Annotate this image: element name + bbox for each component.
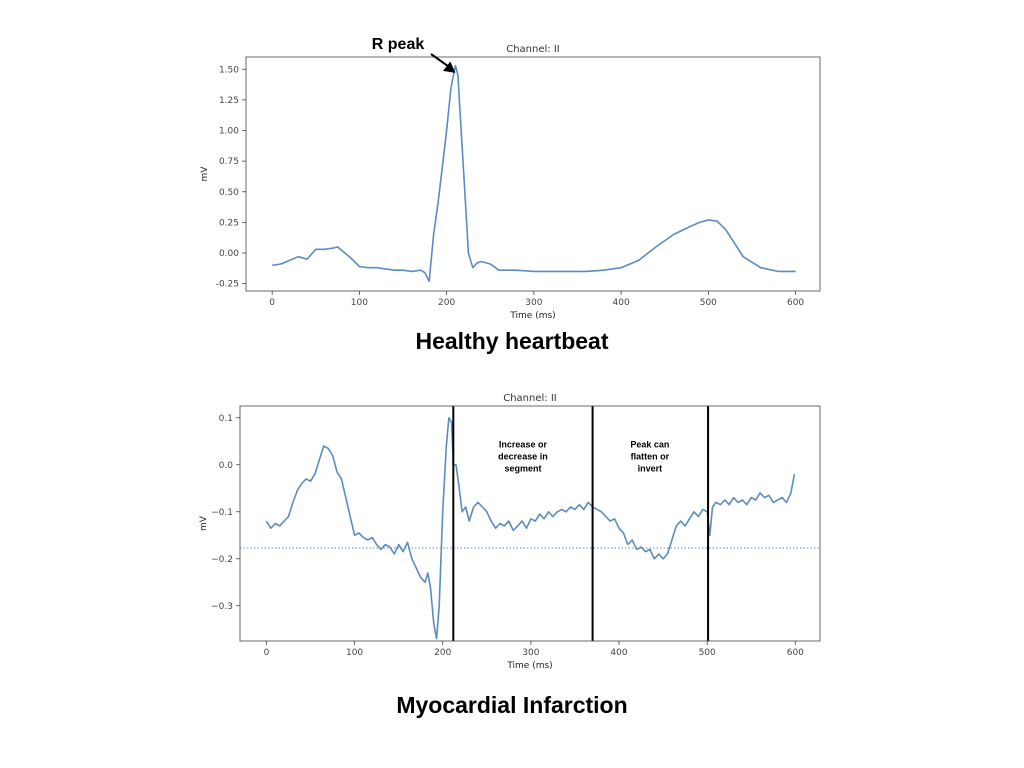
myocardial-infarction-caption: Myocardial Infarction: [396, 692, 628, 718]
x-tick-label: 0: [264, 648, 270, 658]
segment-annotation-text: Peak can: [630, 439, 669, 449]
healthy-heartbeat-chart: Channel: II 0 100 200 300 400 500 600 -0.25 0.00 0…: [200, 36, 821, 321]
ecg-series-line: [272, 64, 796, 283]
segment-annotation-text: flatten or: [631, 451, 670, 461]
chart-title: Channel: II: [506, 44, 560, 55]
x-tick-label: 200: [438, 298, 455, 308]
x-tick-label: 600: [787, 298, 804, 308]
plot-frame: [239, 405, 821, 642]
y-tick-label: −0.3: [211, 602, 233, 612]
x-tick-label: 100: [346, 648, 363, 658]
x-tick-label: 400: [613, 298, 630, 308]
segment-annotation-text: decrease in: [498, 451, 548, 461]
segment-annotation-text: segment: [504, 463, 541, 473]
y-tick-label: 0.0: [219, 461, 234, 471]
y-tick-label: 1.25: [219, 96, 239, 106]
x-tick-label: 400: [610, 648, 627, 658]
x-tick-label: 300: [525, 298, 542, 308]
y-tick-label: 0.50: [219, 188, 239, 198]
x-tick-label: 0: [269, 298, 275, 308]
r-peak-annotation-label: R peak: [372, 36, 425, 53]
y-axis-label: mV: [200, 166, 210, 182]
myocardial-infarction-chart: Channel: II 0 100 200 300 400 500 600 −0.3 −0.2 −0…: [199, 393, 821, 671]
y-tick-label: -0.25: [216, 280, 239, 290]
healthy-heartbeat-caption: Healthy heartbeat: [415, 328, 609, 354]
y-tick-label: 1.00: [219, 127, 239, 137]
y-tick-label: −0.1: [211, 508, 233, 518]
y-tick-label: 0.1: [219, 414, 233, 424]
y-tick-label: −0.2: [211, 555, 233, 565]
chart-title: Channel: II: [503, 393, 557, 404]
x-tick-label: 500: [700, 298, 717, 308]
plot-frame: [245, 56, 821, 292]
x-tick-label: 600: [787, 648, 804, 658]
x-axis-label: Time (ms): [506, 661, 552, 671]
y-axis-label: mV: [199, 515, 209, 531]
r-peak-arrowhead: [442, 61, 456, 73]
x-tick-label: 500: [699, 648, 716, 658]
x-axis-label: Time (ms): [509, 311, 555, 321]
segment-annotation-text: invert: [638, 463, 663, 473]
y-tick-label: 0.00: [219, 249, 239, 259]
x-tick-label: 200: [434, 648, 451, 658]
y-tick-label: 1.50: [219, 65, 239, 75]
x-tick-label: 100: [351, 298, 368, 308]
segment-annotation-text: Increase or: [499, 439, 548, 449]
y-tick-label: 0.75: [219, 157, 239, 167]
x-tick-label: 300: [522, 648, 539, 658]
y-tick-label: 0.25: [219, 218, 239, 228]
